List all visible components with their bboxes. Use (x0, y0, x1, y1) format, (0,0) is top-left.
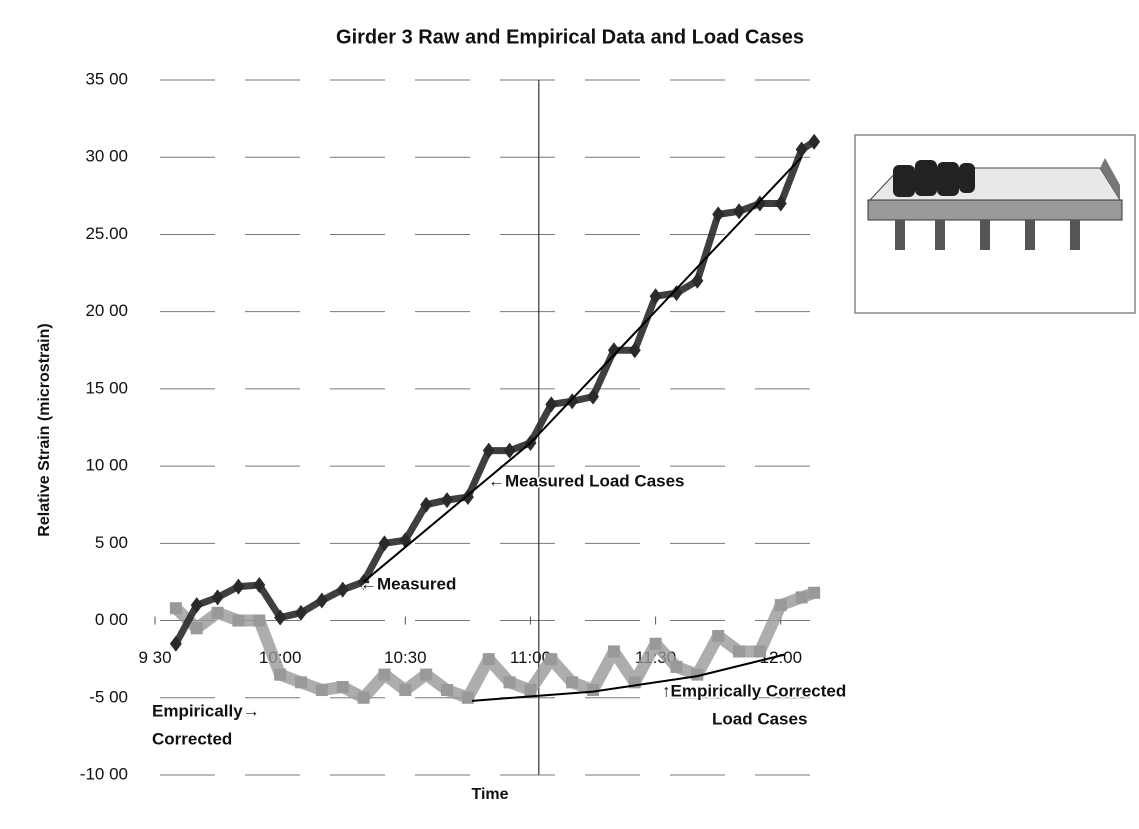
data-point (191, 622, 203, 634)
chart-title: Girder 3 Raw and Empirical Data and Load… (336, 26, 804, 48)
data-point (712, 630, 724, 642)
y-tick-label: 5 00 (95, 533, 128, 552)
y-tick-label: 0 00 (95, 610, 128, 629)
y-tick-label: 30 00 (85, 147, 128, 166)
y-tick-label: -10 00 (80, 764, 128, 783)
data-point (170, 602, 182, 614)
data-point (733, 645, 745, 657)
data-point (337, 681, 349, 693)
y-tick-label: 15 00 (85, 378, 128, 397)
trend-line (364, 157, 802, 582)
data-point (232, 615, 244, 627)
x-tick-label: 10:30 (384, 648, 427, 667)
data-point (295, 676, 307, 688)
data-point (808, 587, 820, 599)
data-point (566, 676, 578, 688)
data-point (441, 684, 453, 696)
data-point (462, 692, 474, 704)
annotation: Empirically→ (152, 701, 260, 720)
data-point (253, 615, 265, 627)
y-tick-label: 25.00 (85, 224, 128, 243)
y-tick-label: -5 00 (89, 687, 128, 706)
annotation: Corrected (152, 729, 232, 748)
data-point (650, 638, 662, 650)
y-tick-label: 10 00 (85, 456, 128, 475)
x-tick-label: 9 30 (138, 648, 171, 667)
data-point (754, 645, 766, 657)
data-point (545, 653, 557, 665)
annotation: ←Measured Load Cases (488, 471, 685, 490)
data-point (504, 676, 516, 688)
y-tick-label: 20 00 (85, 301, 128, 320)
annotation: ←Measured (360, 574, 456, 593)
data-point (670, 661, 682, 673)
data-point (524, 684, 536, 696)
y-tick-label: 35 00 (85, 69, 128, 88)
data-point (316, 684, 328, 696)
data-point (608, 645, 620, 657)
data-point (420, 669, 432, 681)
data-point (212, 607, 224, 619)
annotation: Load Cases (712, 709, 807, 728)
data-point (441, 492, 453, 508)
data-point (796, 591, 808, 603)
data-point (399, 684, 411, 696)
y-axis-label: Relative Strain (microstrain) (36, 323, 53, 536)
data-point (358, 692, 370, 704)
data-point (733, 203, 745, 219)
data-point (775, 599, 787, 611)
data-point (274, 669, 286, 681)
chart: Girder 3 Raw and Empirical Data and Load… (0, 0, 1139, 824)
inset-image (855, 135, 1135, 313)
data-point (483, 653, 495, 665)
x-axis-label: Time (471, 786, 508, 803)
annotation: ↑Empirically Corrected (662, 681, 846, 700)
data-point (378, 669, 390, 681)
